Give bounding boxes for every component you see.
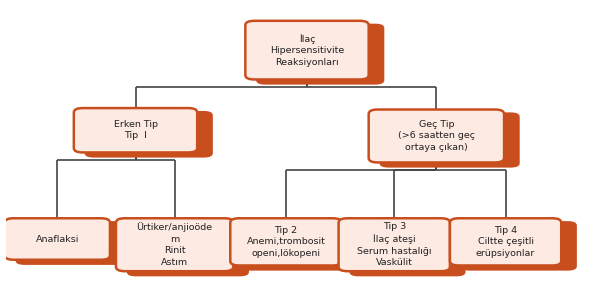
FancyBboxPatch shape xyxy=(368,110,504,162)
Text: Anaflaksi: Anaflaksi xyxy=(36,234,79,244)
FancyBboxPatch shape xyxy=(74,108,197,152)
Text: Ürtiker/anjioöde
m
Rinit
Astım: Ürtiker/anjioöde m Rinit Astım xyxy=(136,223,212,267)
Text: Tip 2
Anemi,trombosit
openi,lökopeni: Tip 2 Anemi,trombosit openi,lökopeni xyxy=(246,226,325,258)
FancyBboxPatch shape xyxy=(460,221,577,271)
Text: Tip 4
Ciltte çeşitli
erüpsiyonlar: Tip 4 Ciltte çeşitli erüpsiyonlar xyxy=(476,226,535,258)
FancyBboxPatch shape xyxy=(349,221,465,276)
Text: Erken Tip
Tip  I: Erken Tip Tip I xyxy=(114,120,158,140)
Text: Geç Tip
(>6 saatten geç
ortaya çıkan): Geç Tip (>6 saatten geç ortaya çıkan) xyxy=(398,120,475,152)
FancyBboxPatch shape xyxy=(246,21,368,79)
FancyBboxPatch shape xyxy=(5,218,110,260)
FancyBboxPatch shape xyxy=(116,218,233,271)
FancyBboxPatch shape xyxy=(379,112,519,168)
Text: Tip 3
İlaç ateşi
Serum hastalığı
Vaskülit: Tip 3 İlaç ateşi Serum hastalığı Vasküli… xyxy=(357,223,432,267)
FancyBboxPatch shape xyxy=(230,218,341,265)
FancyBboxPatch shape xyxy=(450,218,561,265)
FancyBboxPatch shape xyxy=(15,221,126,265)
FancyBboxPatch shape xyxy=(256,24,384,85)
FancyBboxPatch shape xyxy=(338,218,450,271)
FancyBboxPatch shape xyxy=(241,221,357,271)
FancyBboxPatch shape xyxy=(85,111,213,158)
Text: İlaç
Hipersensitivite
Reaksiyonları: İlaç Hipersensitivite Reaksiyonları xyxy=(270,34,344,67)
FancyBboxPatch shape xyxy=(126,221,249,276)
